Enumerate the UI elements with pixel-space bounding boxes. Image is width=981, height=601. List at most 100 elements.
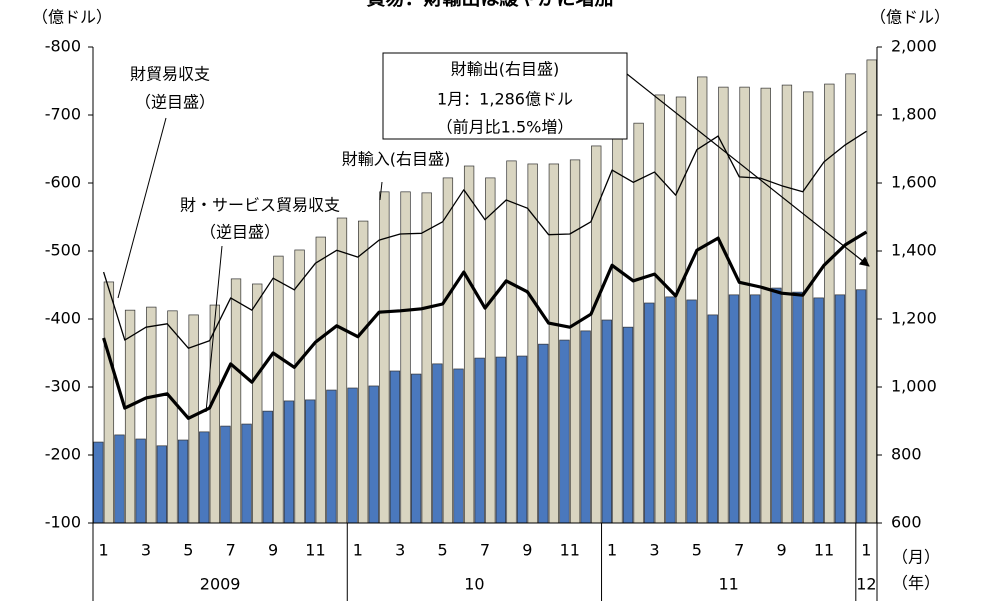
y-tick-label: -500 bbox=[45, 241, 81, 260]
y2-tick-label: 600 bbox=[891, 513, 922, 532]
bar bbox=[347, 387, 358, 524]
bar bbox=[389, 370, 401, 524]
bar bbox=[336, 217, 348, 524]
bar bbox=[262, 410, 273, 524]
bar bbox=[527, 163, 538, 524]
x-unit: （月） bbox=[892, 548, 940, 567]
bar bbox=[252, 283, 263, 524]
bar bbox=[771, 287, 782, 524]
y2-tick-label: 800 bbox=[891, 445, 922, 464]
bar bbox=[315, 236, 326, 524]
bar bbox=[569, 159, 581, 524]
series-note: （前月比1.5%増） bbox=[437, 118, 574, 137]
line-series bbox=[102, 130, 867, 349]
bar bbox=[156, 445, 168, 524]
bar bbox=[93, 441, 104, 524]
bar bbox=[506, 160, 517, 524]
bar bbox=[114, 434, 125, 524]
group-unit: （年） bbox=[892, 574, 940, 593]
series-label: 財輸入(右目盛) bbox=[342, 150, 451, 169]
bar bbox=[177, 439, 189, 524]
bar bbox=[400, 191, 411, 524]
bar bbox=[866, 59, 877, 524]
x-tick-label: 7 bbox=[734, 541, 744, 560]
y-tick-label: -700 bbox=[45, 105, 81, 124]
x-tick-label: 5 bbox=[438, 541, 448, 560]
bar bbox=[124, 309, 136, 524]
bar bbox=[463, 165, 475, 524]
x-tick-label: 9 bbox=[777, 541, 787, 560]
y2-tick-label: 1,600 bbox=[891, 173, 937, 192]
series-note: （逆目盛） bbox=[135, 93, 215, 112]
bar bbox=[728, 294, 740, 524]
bar bbox=[199, 431, 210, 524]
bar bbox=[802, 91, 814, 524]
bar bbox=[813, 297, 824, 524]
series-label: 財貿易収支 bbox=[130, 65, 210, 84]
y-tick-label: -600 bbox=[45, 173, 81, 192]
x-tick-label: 1 bbox=[607, 541, 617, 560]
y2-tick-label: 1,200 bbox=[891, 309, 937, 328]
x-tick-label: 11 bbox=[305, 541, 325, 560]
x-tick-label: 1 bbox=[99, 541, 109, 560]
group-label: 12 bbox=[856, 575, 876, 594]
bar bbox=[548, 163, 560, 524]
y-axis-label: （億ドル） bbox=[32, 8, 112, 27]
bar bbox=[516, 355, 528, 524]
bar bbox=[273, 255, 284, 524]
bar bbox=[305, 399, 316, 524]
bar bbox=[675, 96, 687, 524]
bar bbox=[665, 296, 676, 524]
x-tick-label: 1 bbox=[861, 541, 871, 560]
group-label: 11 bbox=[718, 575, 738, 594]
bar bbox=[379, 191, 390, 524]
bar bbox=[103, 281, 115, 524]
annotation-box bbox=[382, 52, 628, 140]
annotation-leader bbox=[205, 245, 223, 413]
bar bbox=[834, 294, 846, 524]
bar bbox=[410, 373, 422, 524]
y2-axis-label: （億ドル） bbox=[870, 8, 950, 27]
y2-tick-label: 1,800 bbox=[891, 105, 937, 124]
bar bbox=[135, 438, 146, 524]
bar bbox=[559, 339, 570, 524]
bar bbox=[612, 131, 623, 524]
x-tick-label: 7 bbox=[480, 541, 490, 560]
x-tick-label: 9 bbox=[522, 541, 532, 560]
bar bbox=[601, 319, 612, 524]
bar bbox=[220, 425, 231, 524]
y-tick-label: -400 bbox=[45, 309, 81, 328]
bar bbox=[792, 291, 803, 524]
bar bbox=[760, 87, 771, 524]
bar bbox=[855, 289, 867, 524]
chart-title: 貿易：財輸出は緩やかに増加 bbox=[366, 0, 613, 10]
bar bbox=[750, 294, 761, 524]
bar bbox=[686, 299, 697, 524]
series-note: 1月：1,286億ドル bbox=[437, 90, 573, 109]
bar bbox=[707, 314, 718, 524]
bar bbox=[644, 302, 655, 524]
group-label: 10 bbox=[464, 575, 484, 594]
series-label: 財・サービス貿易収支 bbox=[180, 196, 340, 215]
y-tick-label: -100 bbox=[45, 513, 81, 532]
x-tick-label: 11 bbox=[814, 541, 834, 560]
bar bbox=[167, 310, 178, 524]
bar bbox=[622, 326, 634, 524]
bar bbox=[580, 330, 591, 524]
x-tick-label: 1 bbox=[353, 541, 363, 560]
y2-tick-label: 1,000 bbox=[891, 377, 937, 396]
group-label: 2009 bbox=[200, 575, 241, 594]
bar bbox=[453, 368, 464, 524]
series-note: （逆目盛） bbox=[200, 223, 280, 242]
x-tick-label: 3 bbox=[141, 541, 151, 560]
bar bbox=[538, 343, 549, 524]
x-tick-label: 3 bbox=[649, 541, 659, 560]
y2-tick-label: 1,400 bbox=[891, 241, 937, 260]
bar bbox=[294, 249, 305, 524]
series-label: 財輸出(右目盛) bbox=[451, 60, 560, 79]
bar bbox=[241, 423, 252, 524]
bar bbox=[591, 145, 602, 524]
x-tick-label: 3 bbox=[395, 541, 405, 560]
annotation-arrow bbox=[626, 73, 870, 267]
